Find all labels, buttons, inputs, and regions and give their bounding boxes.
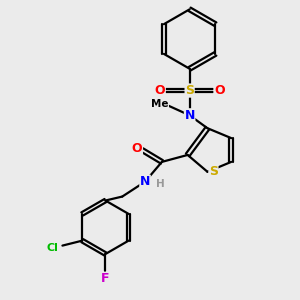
Text: O: O — [132, 142, 142, 154]
Text: S: S — [209, 165, 218, 178]
Text: Me: Me — [151, 99, 169, 110]
Text: F: F — [101, 272, 110, 285]
Text: O: O — [214, 84, 225, 97]
Text: O: O — [154, 84, 165, 97]
Text: H: H — [155, 179, 164, 189]
Text: S: S — [185, 84, 194, 97]
Text: Cl: Cl — [46, 243, 58, 253]
Text: N: N — [140, 175, 150, 188]
Text: N: N — [184, 109, 195, 122]
